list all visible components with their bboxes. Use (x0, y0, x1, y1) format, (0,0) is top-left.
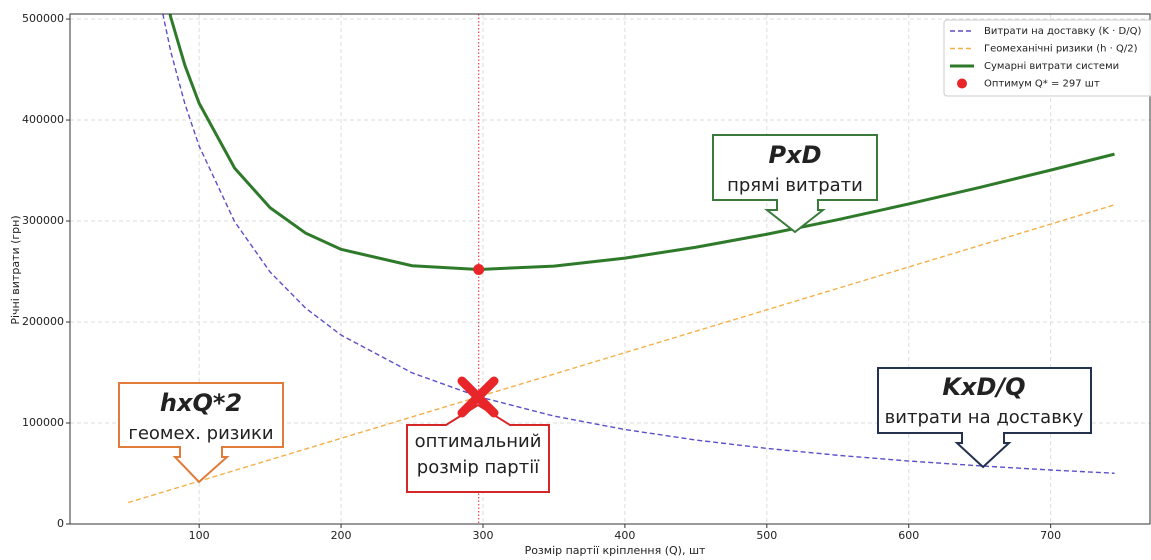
legend-label: Витрати на доставку (K · D/Q) (984, 26, 1141, 37)
y-tick-label: 400000 (22, 113, 64, 126)
x-tick-label: 200 (331, 529, 352, 542)
legend-swatch (957, 78, 967, 89)
y-tick-label: 0 (57, 517, 64, 530)
x-axis-label: Розмір партії кріплення (Q), шт (525, 544, 706, 557)
callout-pxd: PxD прямі витрати (712, 134, 878, 234)
series-line (162, 14, 1115, 474)
annotation-text: оптимальний (415, 431, 542, 452)
x-tick-label: 300 (472, 529, 493, 542)
cross-marker (457, 376, 499, 418)
y-axis-label: Річні витрати (грн) (9, 215, 22, 324)
y-tick-label: 500000 (22, 12, 64, 25)
optimum-point (473, 264, 485, 276)
y-tick-label: 200000 (22, 315, 64, 328)
annotation-text: прямі витрати (727, 175, 863, 196)
x-tick-label: 700 (1040, 529, 1061, 542)
annotation-title: hxQ*2 (160, 389, 242, 417)
x-tick-label: 100 (189, 529, 210, 542)
legend (943, 19, 1151, 97)
callout-hxq: hxQ*2 геомех. ризики (118, 382, 284, 484)
x-tick-label: 500 (756, 529, 777, 542)
series-line (127, 204, 1115, 504)
callout-kxd: KxD/Q витрати на доставку (877, 367, 1092, 469)
legend-label: Оптимум Q* = 297 шт (984, 79, 1100, 90)
callout-opt: оптимальний розмір партії (406, 403, 550, 493)
annotation-title: KxD/Q (942, 373, 1025, 401)
x-tick-label: 600 (898, 529, 919, 542)
annotation-text: витрати на доставку (885, 407, 1084, 428)
annotation-text: геомех. ризики (128, 423, 273, 444)
y-tick-label: 100000 (22, 416, 64, 429)
legend-label: Геомеханічні ризики (h · Q/2) (984, 43, 1138, 55)
legend-label: Сумарні витрати системи (984, 60, 1119, 72)
y-tick-label: 300000 (22, 214, 64, 227)
annotation-title: PxD (769, 141, 822, 169)
series-line (168, 14, 1115, 272)
x-tick-label: 400 (614, 529, 635, 542)
annotation-text: розмір партії (417, 457, 540, 478)
plot-frame (69, 13, 1151, 525)
